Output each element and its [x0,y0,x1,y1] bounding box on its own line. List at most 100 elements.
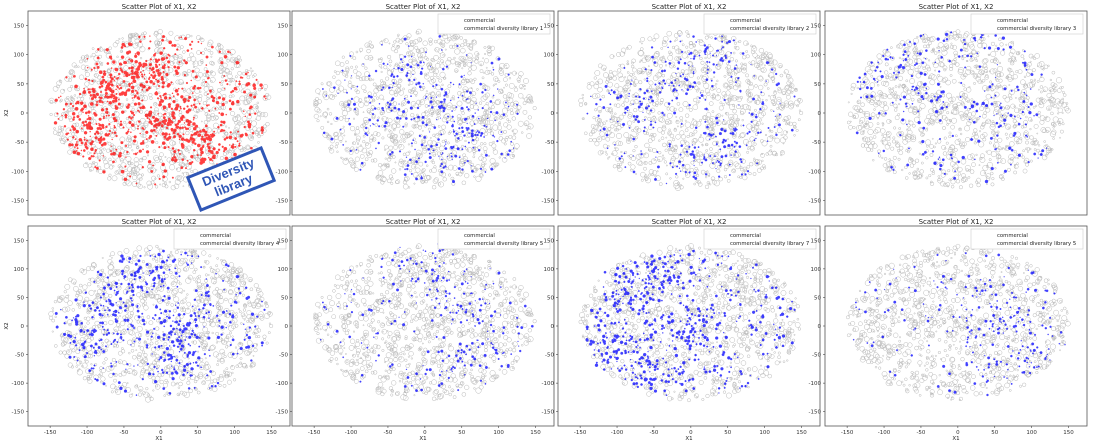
data-point [168,54,171,57]
data-point [716,49,719,52]
data-point [458,83,461,86]
data-point [468,132,470,135]
data-point [451,158,453,161]
data-point [196,110,199,114]
data-point [660,69,664,73]
data-point [453,120,456,123]
y-tick-label: -100 [12,169,25,175]
data-point [125,51,130,55]
data-point [678,160,682,164]
data-point [89,169,92,172]
data-point [680,122,683,125]
data-point [410,113,415,118]
data-point [229,77,234,82]
data-point [113,120,116,123]
data-point [723,145,727,149]
data-point [153,112,157,115]
data-point [173,73,176,77]
data-point [91,144,96,149]
data-point [693,155,696,158]
data-point [504,157,506,159]
data-point [379,112,384,116]
data-point [196,108,200,113]
data-point [210,61,215,66]
data-point [655,156,657,158]
data-point [118,37,121,40]
data-point [162,179,165,182]
data-point [109,132,116,138]
data-point [168,133,171,136]
data-point [724,56,728,59]
data-point [480,131,484,135]
data-point [167,146,170,149]
data-point [95,50,98,53]
data-point [688,103,691,107]
data-point [111,113,115,117]
data-point [183,59,186,62]
data-point [495,111,499,115]
data-point [773,110,775,112]
data-point [432,149,435,152]
data-point [410,55,413,58]
data-point [451,110,453,112]
data-point [154,47,161,54]
data-point [669,40,672,43]
data-point [707,65,709,67]
data-point [194,105,198,109]
data-point [470,165,472,167]
data-point [645,106,649,110]
data-point [192,95,197,99]
data-point [133,32,138,37]
data-point [429,66,432,68]
data-point [712,71,716,74]
data-point [186,69,191,74]
data-point [125,71,129,75]
data-point [64,75,71,82]
legend-entry: commercial diversity library 1 [464,26,543,32]
data-point [168,180,172,184]
data-point [664,60,667,63]
data-point [205,83,210,87]
data-point [151,74,153,77]
data-point [472,146,475,149]
data-point [241,121,246,125]
data-point [168,30,174,36]
data-point [745,144,748,147]
data-point [396,75,399,78]
data-point [628,92,630,95]
y-tick-label: 50 [281,82,288,88]
data-point [100,143,104,147]
data-point [691,150,695,153]
data-point [171,129,173,131]
data-point [679,40,682,43]
data-point [136,91,139,94]
data-point [106,95,109,99]
data-point [219,156,224,161]
data-point [98,99,102,103]
data-point [232,116,238,122]
data-point [57,118,60,120]
data-point [59,95,62,98]
data-point [402,110,406,114]
data-point [154,39,160,46]
data-point [136,96,140,100]
data-point [511,116,516,121]
data-point [679,75,682,78]
data-point [133,75,136,79]
data-point [149,79,153,84]
data-point [149,58,152,61]
data-point [595,102,598,106]
data-point [658,82,661,85]
data-point [672,88,676,91]
data-point [371,112,375,116]
data-point [719,148,722,151]
data-point [752,97,756,101]
data-point [425,145,428,147]
data-point [610,89,613,92]
data-point [443,101,446,103]
data-point [422,61,425,64]
data-point [608,92,611,95]
data-point [174,69,178,73]
data-point [103,70,106,73]
data-point [131,149,134,152]
